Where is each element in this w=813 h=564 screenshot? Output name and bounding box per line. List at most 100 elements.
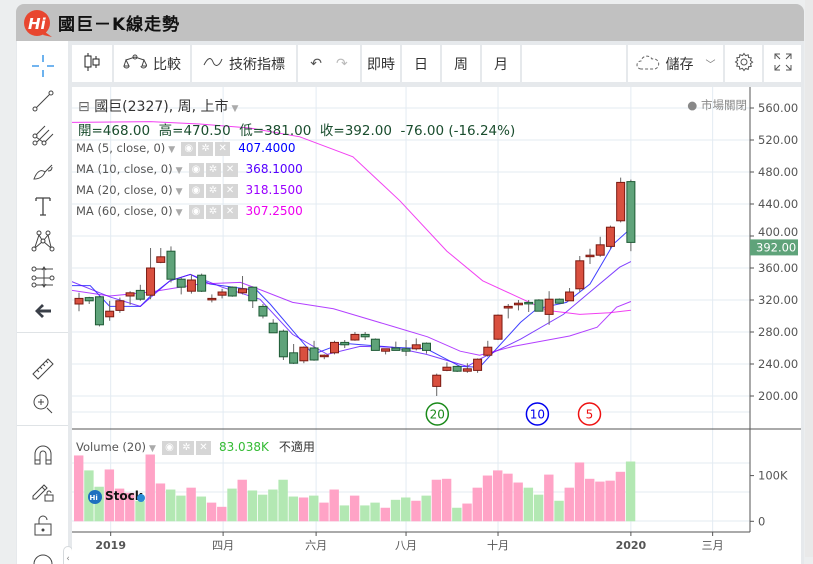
candle[interactable] <box>442 366 452 371</box>
candle[interactable] <box>135 289 145 300</box>
compare-button[interactable]: 比較 <box>114 45 190 82</box>
volume-legend[interactable]: Volume (20) ▼ ◉ ✲ ✕ 83.038K 不適用 <box>76 438 315 455</box>
candle[interactable] <box>493 314 503 340</box>
eye-icon[interactable]: ◉ <box>188 162 204 177</box>
magnet-icon[interactable] <box>17 438 68 472</box>
candle[interactable] <box>370 338 380 351</box>
candle[interactable] <box>452 365 462 372</box>
candle[interactable] <box>462 368 472 372</box>
ma-legend-row[interactable]: MA (20, close, 0) ▼ ◉ ✲ ✕ 318.1500 <box>76 183 303 198</box>
gear-icon[interactable]: ✲ <box>205 204 221 219</box>
candle[interactable] <box>248 286 258 302</box>
chevron-down-icon[interactable]: ▼ <box>175 208 183 218</box>
candle[interactable] <box>207 297 217 301</box>
eye-icon[interactable] <box>17 543 68 564</box>
pencil-lock-icon[interactable] <box>17 473 68 507</box>
candle[interactable] <box>238 288 248 294</box>
candle[interactable] <box>524 301 534 305</box>
candle[interactable] <box>176 278 186 288</box>
ma-legend-row[interactable]: MA (10, close, 0) ▼ ◉ ✲ ✕ 368.1000 <box>76 162 303 177</box>
back-arrow-icon[interactable] <box>17 294 68 328</box>
eye-icon[interactable]: ◉ <box>161 440 177 455</box>
ma-marker[interactable] <box>425 402 450 426</box>
price-chart[interactable]: 20 10 5 560.00 520.00 480.00 440.00 400.00 360.0… <box>72 87 801 564</box>
gear-icon[interactable]: ✲ <box>205 162 221 177</box>
candle[interactable] <box>605 226 615 247</box>
candle[interactable] <box>534 299 544 312</box>
gear-icon[interactable]: ✲ <box>205 183 221 198</box>
candle[interactable] <box>473 358 483 371</box>
chevron-down-icon[interactable]: ﹀ <box>705 60 716 71</box>
candle[interactable] <box>146 267 156 296</box>
fullscreen-button[interactable] <box>764 45 801 82</box>
candle[interactable] <box>421 342 431 351</box>
ma-legend-row[interactable]: MA (60, close, 0) ▼ ◉ ✲ ✕ 307.2500 <box>76 204 303 219</box>
candle[interactable] <box>411 344 421 350</box>
candle[interactable] <box>401 348 411 352</box>
candle[interactable] <box>585 254 595 258</box>
crosshair-icon[interactable] <box>17 49 68 83</box>
close-icon[interactable]: ✕ <box>195 440 211 455</box>
ma-marker[interactable] <box>577 402 602 426</box>
chart-panel[interactable]: 20 10 5 560.00 520.00 480.00 440.00 400.00 360.0… <box>72 87 801 564</box>
candle[interactable] <box>381 348 391 352</box>
candle[interactable] <box>299 346 309 362</box>
candle[interactable] <box>278 330 288 358</box>
candle[interactable] <box>156 256 166 263</box>
fibonacci-icon[interactable] <box>17 259 68 293</box>
candle[interactable] <box>309 347 319 361</box>
candle[interactable] <box>575 260 585 290</box>
redo-icon[interactable]: ↷ <box>336 55 348 72</box>
indicators-button[interactable]: 技術指標 <box>192 45 296 82</box>
candle[interactable] <box>84 297 94 302</box>
period-week[interactable]: 周 <box>442 45 480 82</box>
candle[interactable] <box>391 347 401 351</box>
trendline-icon[interactable] <box>17 84 68 118</box>
text-icon[interactable] <box>17 189 68 223</box>
chevron-down-icon[interactable]: ▼ <box>168 145 176 155</box>
period-month[interactable]: 月 <box>482 45 520 82</box>
ruler-icon[interactable] <box>17 352 68 386</box>
ma-legend-row[interactable]: MA (5, close, 0) ▼ ◉ ✲ ✕ 407.4000 <box>76 141 295 156</box>
save-button[interactable]: 儲存 ﹀ <box>628 45 723 82</box>
undo-icon[interactable]: ↶ <box>310 55 322 72</box>
chevron-down-icon[interactable]: ▼ <box>149 444 156 454</box>
candle[interactable] <box>105 310 115 318</box>
candle[interactable] <box>217 291 227 296</box>
candle[interactable] <box>227 286 237 297</box>
candle[interactable] <box>350 333 360 341</box>
candle[interactable] <box>330 341 339 354</box>
candle[interactable] <box>125 292 135 297</box>
candle[interactable] <box>268 322 278 334</box>
close-icon[interactable]: ✕ <box>222 162 238 177</box>
candle[interactable] <box>340 341 350 346</box>
candle[interactable] <box>544 298 554 315</box>
eye-icon[interactable]: ◉ <box>188 204 204 219</box>
candle[interactable] <box>626 181 636 243</box>
brush-icon[interactable] <box>17 154 68 188</box>
ma-marker[interactable] <box>525 402 550 426</box>
candle[interactable] <box>166 250 176 280</box>
eye-icon[interactable]: ◉ <box>181 141 197 156</box>
eye-icon[interactable]: ◉ <box>188 183 204 198</box>
candle[interactable] <box>483 346 493 356</box>
period-realtime[interactable]: 即時 <box>362 45 400 82</box>
unlock-icon[interactable] <box>17 508 68 542</box>
gear-icon[interactable]: ✲ <box>178 440 194 455</box>
candle[interactable] <box>565 291 575 302</box>
pitchfork-icon[interactable] <box>17 119 68 153</box>
chevron-down-icon[interactable]: ▼ <box>231 104 239 114</box>
candle[interactable] <box>289 352 299 364</box>
pattern-icon[interactable] <box>17 224 68 258</box>
symbol-legend[interactable]: ⊟ 國巨(2327), 周, 上市 ▼ <box>78 96 238 116</box>
candle[interactable] <box>94 296 104 326</box>
close-icon[interactable]: ✕ <box>222 204 238 219</box>
gear-icon[interactable]: ✲ <box>198 141 214 156</box>
settings-button[interactable] <box>725 45 762 82</box>
candle[interactable] <box>74 297 84 305</box>
chevron-down-icon[interactable]: ▼ <box>175 166 183 176</box>
collapse-legend-icon[interactable]: ⊟ <box>78 99 90 115</box>
candle[interactable] <box>513 302 523 306</box>
candle[interactable] <box>197 274 207 292</box>
candle[interactable] <box>258 305 268 317</box>
